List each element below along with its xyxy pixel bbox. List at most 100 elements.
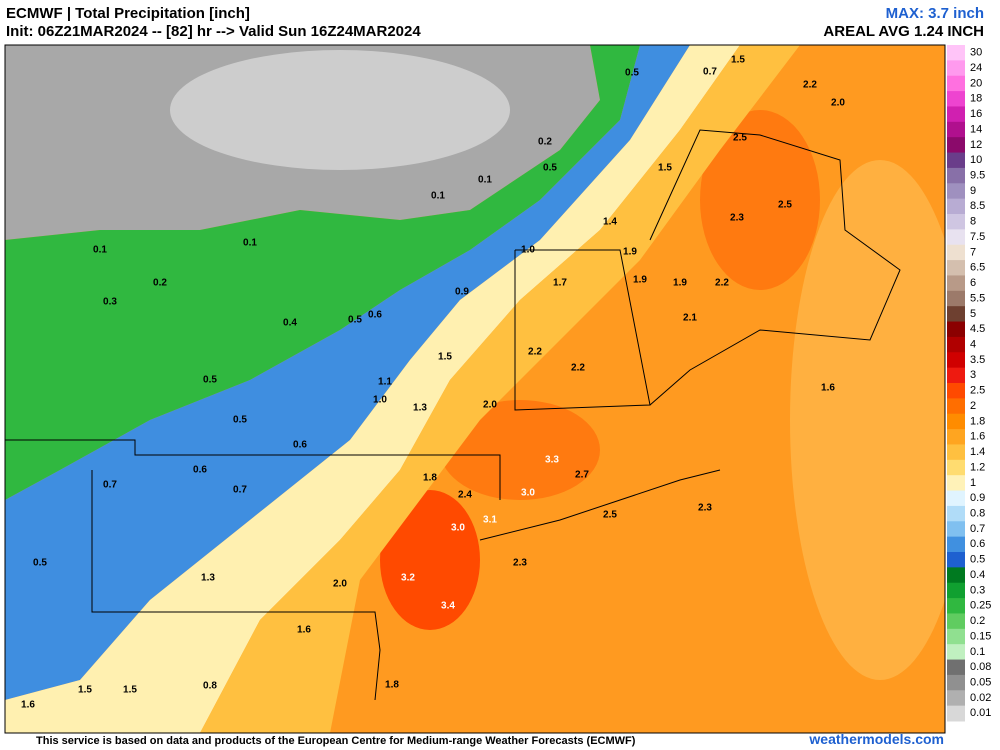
precip-label: 0.1 [478,175,492,186]
precip-label: 0.5 [33,558,47,569]
color-swatch [947,644,965,661]
colorbar-label: 6 [970,277,976,289]
color-swatch [947,121,965,138]
color-swatch [947,352,965,369]
precip-label: 1.9 [673,278,687,289]
color-swatch [947,505,965,522]
precip-area [5,45,740,733]
colorbar-label: 0.2 [970,615,985,627]
precip-label: 0.6 [193,465,207,476]
precip-label: 1.5 [731,55,745,66]
colorbar-label: 0.5 [970,554,985,566]
colorbar-label: 0.01 [970,707,991,719]
precip-label: 2.3 [513,558,527,569]
precip-label: 2.0 [831,98,845,109]
color-swatch [947,167,965,184]
precip-label: 1.6 [821,383,835,394]
color-swatch [947,244,965,261]
colorbar-label: 24 [970,62,982,74]
precip-label: 1.0 [521,245,535,256]
state-border [5,439,501,500]
precip-area [790,160,945,680]
precip-label: 0.5 [203,375,217,386]
colorbar-label: 4 [970,338,976,350]
colorbar-label: 5.5 [970,292,985,304]
colorbar-label: 0.4 [970,569,985,581]
precip-label: 1.3 [413,403,427,414]
color-swatch [947,152,965,169]
precip-label: 2.2 [715,278,729,289]
state-border [91,470,381,701]
color-swatch [947,137,965,154]
precip-label: 0.6 [368,310,382,321]
color-swatch [947,613,965,630]
colorbar-label: 0.05 [970,676,991,688]
color-swatch [947,674,965,691]
color-swatch [947,106,965,123]
precip-label: 1.7 [553,278,567,289]
map: 0.5 0.7 1.5 2.2 2.0 2.5 2.5 2.3 1.5 1.4 1.9 1.9 1.9 2… [4,44,946,734]
color-swatch [947,690,965,707]
areal-average: AREAL AVG 1.24 INCH [823,23,984,40]
colorbar-label: 1 [970,477,976,489]
precip-label: 0.7 [233,485,247,496]
coastline [479,469,721,541]
colorbar-label: 0.02 [970,692,991,704]
colorbar-label: 0.6 [970,538,985,550]
color-swatch [947,598,965,614]
precip-label: 0.2 [538,137,552,148]
precip-label: 3.4 [441,601,455,612]
disclaimer: This service is based on data and produc… [36,735,636,747]
precip-label: 1.3 [201,573,215,584]
colorbar-label: 6.5 [970,262,985,274]
precip-label: 0.1 [243,238,257,249]
colorbar-label: 7.5 [970,231,985,243]
precip-label: 0.2 [153,278,167,289]
color-swatch [947,198,965,215]
precip-label: 0.1 [93,245,107,256]
precip-label: 0.7 [103,480,117,491]
color-swatch [947,183,965,200]
color-swatch [947,459,965,476]
map-title: ECMWF | Total Precipitation [inch] [6,5,250,22]
colorbar-label: 8.5 [970,200,985,212]
precip-label: 2.3 [730,213,744,224]
colorbar-label: 8 [970,216,976,228]
colorbar-label: 12 [970,139,982,151]
precip-label: 0.5 [233,415,247,426]
precip-label: 1.9 [623,247,637,258]
state-border [649,129,901,406]
colorbar-label: 0.9 [970,492,985,504]
precip-label: 2.5 [603,510,617,521]
color-swatch [947,45,965,61]
color-swatch [947,659,965,676]
colorbar-label: 3 [970,369,976,381]
precip-label: 3.0 [451,523,465,534]
color-swatch [947,628,965,645]
colorbar-label: 30 [970,47,982,59]
map-frame [4,44,946,734]
precip-label: 3.1 [483,515,497,526]
borders [5,129,901,701]
precip-label: 0.7 [703,67,717,78]
precip-label: 2.2 [571,363,585,374]
precip-label: 0.3 [103,297,117,308]
colorbar-label: 1.4 [970,446,985,458]
precip-area [380,490,480,630]
precip-label: 2.0 [483,400,497,411]
colorbar-label: 5 [970,308,976,320]
precip-label: 1.0 [373,395,387,406]
precip-label: 2.5 [733,133,747,144]
color-swatch [947,214,965,230]
precip-label: 3.0 [521,488,535,499]
colorbar-label: 2 [970,400,976,412]
label-layer: 0.5 0.7 1.5 2.2 2.0 2.5 2.5 2.3 1.5 1.4 1.9 1.9 1.9 2… [21,55,845,711]
precip-label: 2.1 [683,313,697,324]
colorbar-label: 9 [970,185,976,197]
precip-area [440,400,600,500]
precip-label: 1.4 [603,217,617,228]
colorbar-label: 10 [970,154,982,166]
precip-area [5,45,690,700]
colorbar: 30242018161412109.598.587.576.565.554.54… [947,45,991,722]
precip-label: 1.1 [378,377,392,388]
